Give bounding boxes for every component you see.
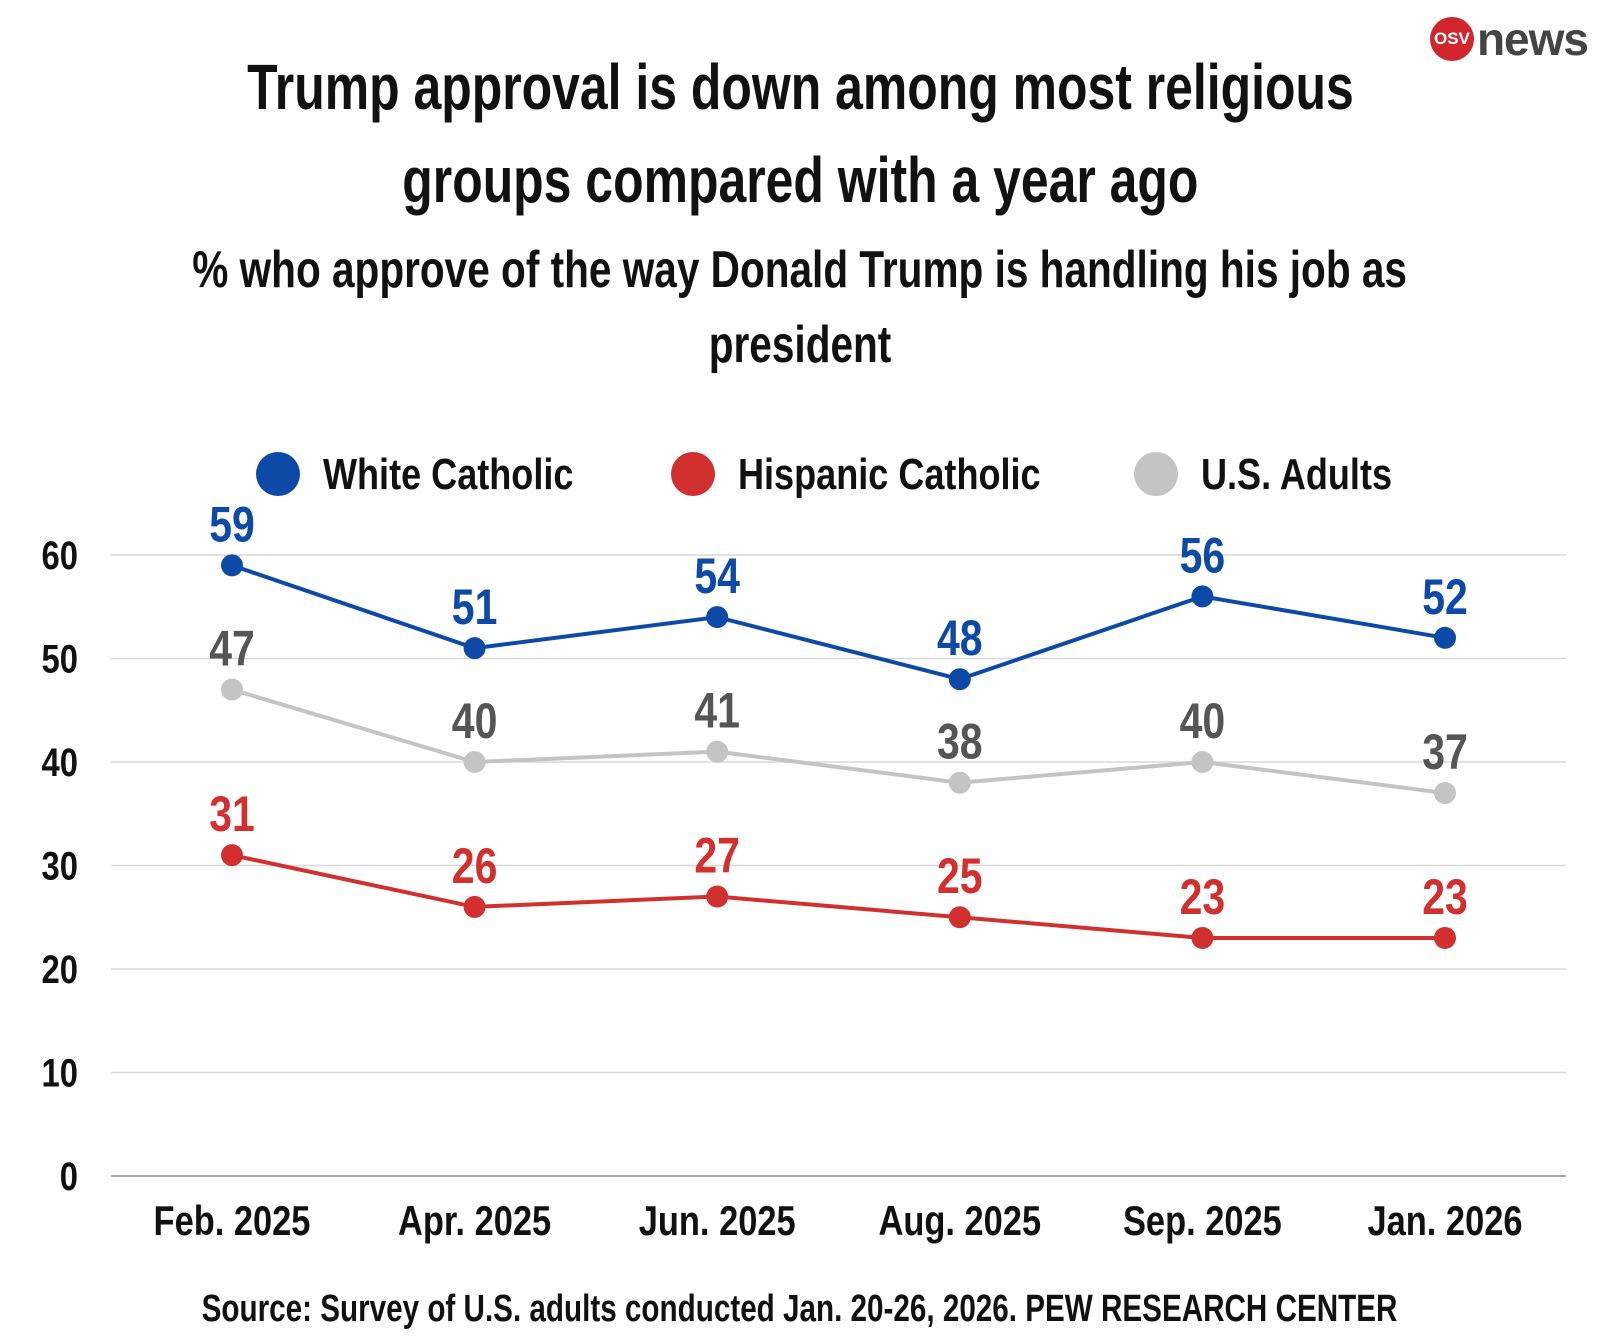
osv-news-logo: OSV news bbox=[1429, 12, 1589, 66]
logo-word: news bbox=[1476, 13, 1589, 65]
data-label: 25 bbox=[937, 848, 983, 904]
data-label: 26 bbox=[452, 838, 498, 894]
legend-marker bbox=[256, 452, 300, 496]
data-label: 52 bbox=[1422, 569, 1468, 625]
data-label: 23 bbox=[1180, 869, 1226, 925]
x-tick-label: Feb. 2025 bbox=[154, 1198, 311, 1245]
data-point bbox=[463, 637, 486, 660]
data-label: 40 bbox=[452, 693, 498, 749]
data-label: 48 bbox=[937, 610, 983, 666]
data-point bbox=[1434, 926, 1456, 949]
legend-marker bbox=[671, 452, 715, 496]
chart-title-line-1: Trump approval is down among most religi… bbox=[246, 51, 1354, 123]
y-tick-label: 50 bbox=[42, 636, 78, 681]
series-line bbox=[231, 563, 1446, 682]
data-label: 41 bbox=[694, 683, 740, 739]
x-tick-label: Jun. 2025 bbox=[639, 1198, 796, 1245]
data-point bbox=[1434, 782, 1456, 805]
chart-title-line-2: groups compared with a year ago bbox=[401, 144, 1199, 216]
data-point bbox=[948, 668, 971, 691]
data-point bbox=[221, 678, 243, 701]
data-point bbox=[463, 895, 486, 918]
y-tick-label: 20 bbox=[42, 947, 78, 992]
data-label: 23 bbox=[1422, 869, 1468, 925]
y-tick-label: 40 bbox=[42, 740, 78, 785]
legend-label: Hispanic Catholic bbox=[738, 450, 1041, 499]
data-label: 27 bbox=[694, 828, 740, 884]
y-tick-label: 60 bbox=[42, 533, 78, 578]
data-label: 38 bbox=[937, 714, 983, 770]
data-label: 31 bbox=[209, 786, 255, 842]
y-tick-label: 10 bbox=[42, 1050, 78, 1095]
data-point bbox=[221, 844, 243, 867]
legend-marker bbox=[1134, 452, 1178, 496]
data-label: 56 bbox=[1180, 528, 1226, 584]
chart-subtitle-line-2: president bbox=[708, 316, 892, 374]
data-point bbox=[1191, 585, 1214, 608]
chart-subtitle-line-1: % who approve of the way Donald Trump is… bbox=[192, 241, 1408, 299]
series-line bbox=[231, 687, 1446, 796]
data-label: 47 bbox=[209, 621, 255, 677]
data-point bbox=[706, 740, 729, 763]
x-tick-label: Jan. 2026 bbox=[1367, 1198, 1522, 1245]
data-label: 59 bbox=[209, 497, 255, 553]
y-tick-label: 30 bbox=[42, 843, 78, 888]
legend-label: White Catholic bbox=[323, 450, 573, 499]
y-tick-label: 0 bbox=[60, 1154, 78, 1199]
data-point bbox=[948, 906, 971, 929]
data-label: 54 bbox=[694, 548, 740, 604]
data-label: 37 bbox=[1422, 724, 1468, 780]
data-label: 40 bbox=[1180, 693, 1226, 749]
data-point bbox=[1191, 926, 1214, 949]
data-label: 51 bbox=[452, 579, 498, 635]
x-tick-label: Sep. 2025 bbox=[1123, 1198, 1282, 1245]
data-point bbox=[948, 771, 971, 794]
data-point bbox=[706, 606, 729, 629]
source-note: Source: Survey of U.S. adults conducted … bbox=[202, 1288, 1398, 1330]
logo-badge: OSV bbox=[1429, 17, 1474, 61]
legend-label: U.S. Adults bbox=[1201, 450, 1392, 499]
data-point bbox=[706, 885, 729, 908]
data-point bbox=[463, 751, 486, 773]
data-point bbox=[221, 554, 243, 577]
data-point bbox=[1434, 626, 1456, 649]
series-line bbox=[231, 853, 1445, 940]
x-tick-label: Aug. 2025 bbox=[878, 1198, 1041, 1245]
x-tick-label: Apr. 2025 bbox=[398, 1198, 551, 1245]
data-point bbox=[1191, 751, 1214, 773]
